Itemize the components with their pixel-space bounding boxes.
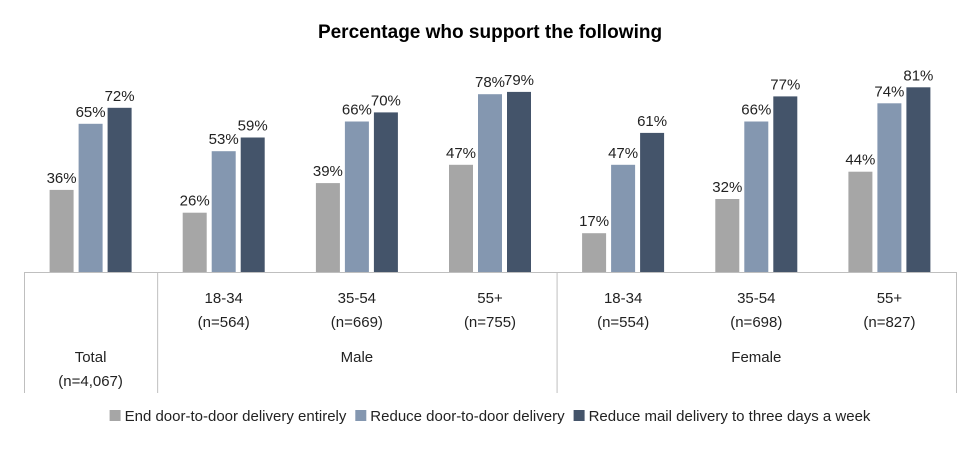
chart-title: Percentage who support the following (318, 22, 662, 43)
bar-series2-cat2 (211, 151, 236, 272)
legend-label: Reduce mail delivery to three days a wee… (589, 408, 871, 425)
value-label: 66% (342, 102, 372, 119)
legend-swatch (355, 410, 367, 421)
bar-series3-cat3 (373, 112, 398, 273)
bar-series2-cat5 (611, 164, 636, 272)
category-n-label: (n=669) (331, 314, 383, 331)
category-label: 35-54 (338, 290, 376, 307)
value-label: 47% (608, 145, 638, 162)
value-label: 44% (845, 152, 875, 169)
category-n-label: (n=564) (198, 314, 250, 331)
value-label: 65% (76, 104, 106, 121)
legend-swatch (109, 410, 121, 421)
value-label: 47% (446, 145, 476, 162)
bar-series3-cat6 (773, 96, 798, 273)
group-label: Female (731, 349, 781, 366)
bar-series1-cat7 (848, 171, 873, 272)
value-label: 59% (238, 118, 268, 135)
bar-series2-cat6 (744, 121, 769, 272)
bar-series2-cat4 (478, 94, 502, 272)
category-label: 18-34 (205, 290, 243, 307)
value-label: 17% (579, 213, 609, 230)
category-axis: Total (n=4,067) 18-34 (n=564) 35-54 (n=669) 55… (24, 272, 957, 393)
bar-series1-cat6 (715, 199, 740, 272)
category-n-label: (n=827) (863, 314, 915, 331)
group-label: Male (341, 349, 374, 366)
legend: End door-to-door delivery entirely Reduce… (109, 408, 871, 425)
value-label: 39% (313, 163, 343, 180)
bar-series1-cat3 (315, 183, 340, 272)
value-label: 53% (209, 131, 239, 148)
bar-series2-cat1 (78, 123, 103, 272)
category-n-label: (n=4,067) (58, 373, 123, 390)
value-label: 74% (874, 83, 904, 100)
bar-series2-cat3 (344, 121, 369, 272)
value-label: 66% (741, 102, 771, 119)
legend-label: Reduce door-to-door delivery (370, 408, 565, 425)
category-label: Total (75, 349, 107, 366)
value-label: 70% (371, 92, 401, 109)
category-n-label: (n=755) (464, 314, 516, 331)
bar-series3-cat5 (640, 132, 665, 272)
value-label: 61% (637, 113, 667, 130)
bar-series3-cat7 (906, 87, 931, 272)
category-n-label: (n=554) (597, 314, 649, 331)
category-label: 18-34 (604, 290, 642, 307)
bar-series3-cat2 (240, 137, 265, 272)
category-label: 35-54 (737, 290, 775, 307)
value-label: 32% (712, 179, 742, 196)
value-label: 81% (903, 67, 933, 84)
value-label: 36% (47, 170, 77, 187)
bar-series1-cat2 (182, 212, 207, 272)
bar-series2-cat7 (877, 103, 902, 272)
bar-series1-cat5 (582, 233, 607, 272)
bar-series3-cat1 (107, 107, 132, 272)
category-n-label: (n=698) (730, 314, 782, 331)
value-label: 79% (504, 72, 534, 89)
legend-item: Reduce door-to-door delivery (355, 408, 565, 425)
legend-item: End door-to-door delivery entirely (109, 408, 347, 425)
value-label: 78% (475, 74, 505, 91)
value-labels: 36%26%39%47%17%32%44%65%53%66%78%47%66%7… (47, 67, 934, 230)
bar-series1-cat4 (449, 164, 473, 272)
legend-item: Reduce mail delivery to three days a wee… (573, 408, 871, 425)
bars (49, 87, 931, 273)
category-label: 55+ (477, 290, 503, 307)
value-label: 72% (105, 88, 135, 105)
bar-series3-cat4 (507, 91, 531, 273)
category-label: 55+ (877, 290, 903, 307)
legend-label: End door-to-door delivery entirely (125, 408, 347, 425)
value-label: 26% (180, 193, 210, 210)
legend-swatch (573, 410, 585, 421)
bar-series1-cat1 (49, 189, 74, 272)
value-label: 77% (770, 76, 800, 93)
